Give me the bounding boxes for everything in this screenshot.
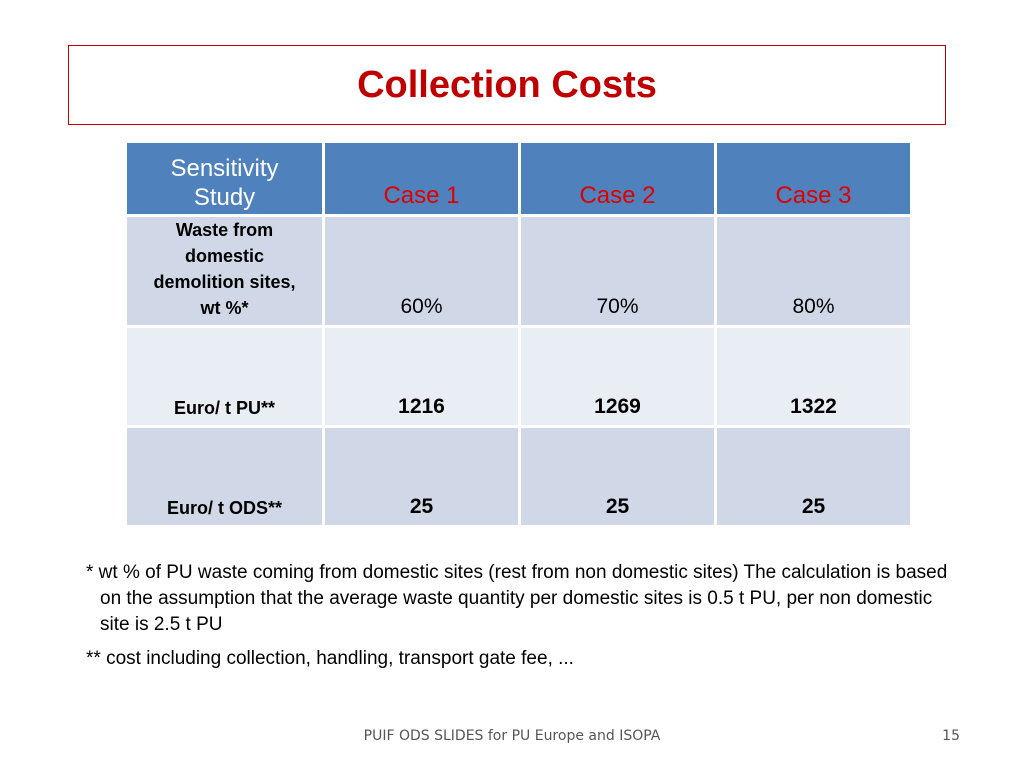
row-label-line: wt %* <box>200 298 249 318</box>
cell-pu-case-2: 1269 <box>518 325 717 428</box>
cell-pu-case-1: 1216 <box>322 325 521 428</box>
case-1-header: Case 1 <box>322 140 521 217</box>
slide-footer: PUIF ODS SLIDES for PU Europe and ISOPA <box>363 728 661 744</box>
footnote-wt-percent: * wt % of PU waste coming from domestic … <box>86 562 948 635</box>
cell-ods-case-1: 25 <box>322 425 521 528</box>
table-row-euro-per-t-pu: Euro/ t PU** 1216 1269 1322 <box>124 325 913 428</box>
corner-line-1: Sensitivity <box>170 155 279 182</box>
row-label-line: domestic <box>184 246 265 266</box>
case-3-header: Case 3 <box>714 140 913 217</box>
footnotes: * wt % of PU waste coming from domestic … <box>86 560 966 680</box>
row-label-domestic-share: Waste from domestic demolition sites, wt… <box>124 214 325 328</box>
table-row-domestic-share: Waste from domestic demolition sites, wt… <box>124 214 913 328</box>
row-label-line: Waste from <box>175 220 274 240</box>
row-label-euro-per-t-pu: Euro/ t PU** <box>124 325 325 428</box>
table-header-row: Sensitivity Study Case 1 Case 2 Case 3 <box>124 140 913 217</box>
row-label-line: demolition sites, <box>153 272 296 292</box>
collection-costs-table: Sensitivity Study Case 1 Case 2 Case 3 W… <box>124 140 913 528</box>
corner-line-2: Study <box>193 184 256 211</box>
cell-domestic-case-1: 60% <box>322 214 521 328</box>
row-label-euro-per-t-ods: Euro/ t ODS** <box>124 425 325 528</box>
case-2-header: Case 2 <box>518 140 717 217</box>
cell-ods-case-2: 25 <box>518 425 717 528</box>
cell-ods-case-3: 25 <box>714 425 913 528</box>
title-box: Collection Costs <box>68 45 946 125</box>
cell-pu-case-3: 1322 <box>714 325 913 428</box>
cell-domestic-case-2: 70% <box>518 214 717 328</box>
table-row-euro-per-t-ods: Euro/ t ODS** 25 25 25 <box>124 425 913 528</box>
slide-title: Collection Costs <box>357 63 657 106</box>
footnote-cost: ** cost including collection, handling, … <box>86 648 574 669</box>
page-number: 15 <box>942 728 960 744</box>
cell-domestic-case-3: 80% <box>714 214 913 328</box>
sensitivity-study-header: Sensitivity Study <box>124 140 325 217</box>
